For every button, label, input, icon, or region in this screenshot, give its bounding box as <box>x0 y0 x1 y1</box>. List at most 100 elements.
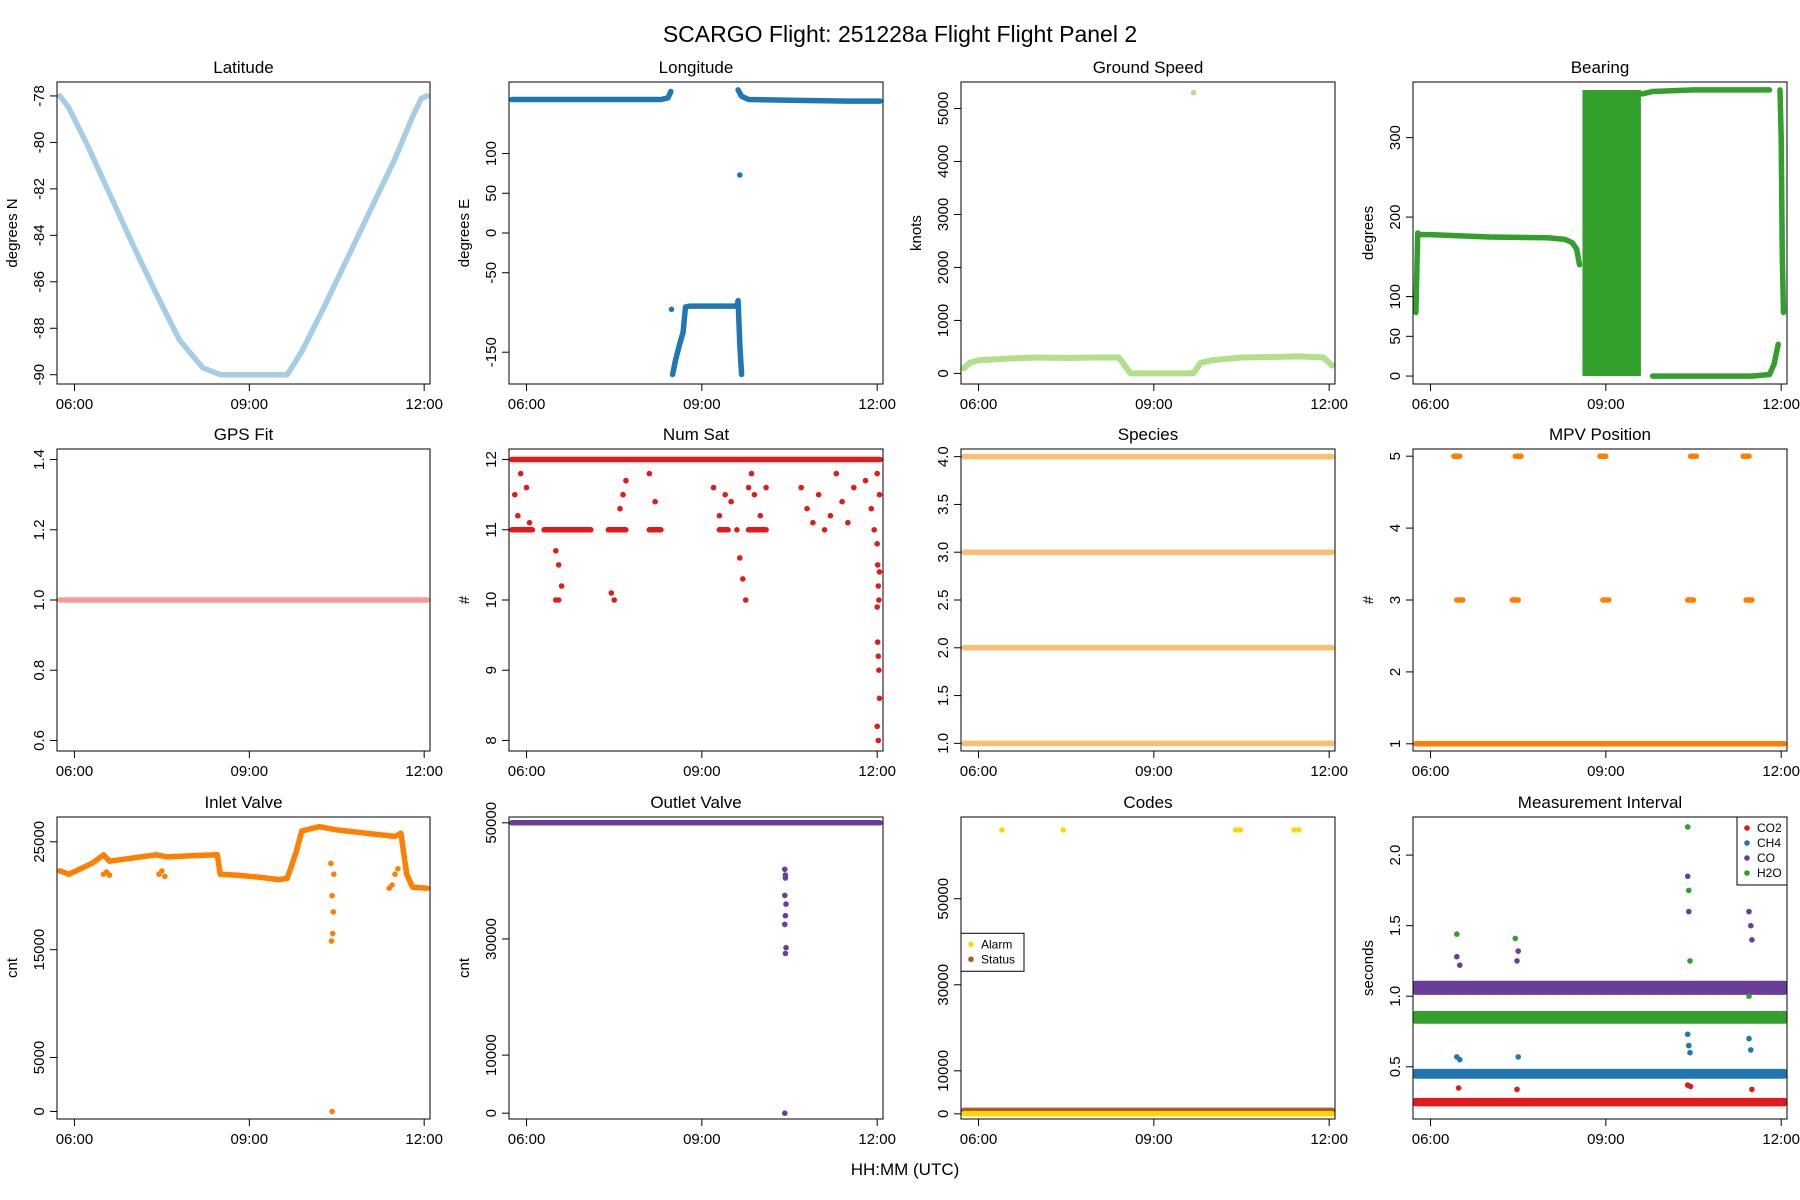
bearing-ylabel: degrees <box>1360 206 1377 260</box>
num_sat-series-scatter-point-53 <box>874 723 880 730</box>
outlet_valve-series-dips-point-3 <box>783 901 789 907</box>
mpv_position-ytick-label-3: 4 <box>1387 524 1404 532</box>
longitude-series-east2 <box>735 87 883 104</box>
inlet_valve-series-dips-point-4 <box>159 868 165 874</box>
inlet_valve-series-dips-point-15 <box>392 871 398 877</box>
num_sat-series-scatter-point-47 <box>876 569 883 575</box>
measurement_interval-series-co-spikes-point-3 <box>1514 958 1520 964</box>
codes-legend-marker-0 <box>968 941 974 948</box>
latitude-data <box>57 93 430 378</box>
outlet_valve-data <box>509 820 883 1116</box>
codes-xtick-label-1: 09:00 <box>1135 1131 1173 1148</box>
num_sat-series-scatter-point-0 <box>512 491 518 498</box>
panel-gps_fit: GPS Fit 06:00 09:00 12:00 0.6 0.8 1.0 1.2 1.4 <box>31 425 443 780</box>
mpv_position-data <box>1413 453 1787 747</box>
num_sat-series-scatter-point-22 <box>737 555 743 561</box>
codes-ytick-label-2: 30000 <box>935 964 952 1006</box>
num_sat-series-scatter-point-46 <box>876 597 882 603</box>
latitude-ytick-label-4: -82 <box>31 178 48 200</box>
measurement_interval-series-co2-spikes-point-1 <box>1514 1086 1520 1093</box>
ground_speed-series-ground-speed <box>961 353 1335 377</box>
measurement_interval-ytick-label-3: 2.0 <box>1387 845 1404 866</box>
num_sat-series-scatter-point-5 <box>553 548 559 554</box>
x-axis-label: HH:MM (UTC) <box>851 1160 960 1179</box>
num_sat-series-scatter-point-20 <box>728 498 734 505</box>
bearing-xtick-label-0: 06:00 <box>1412 396 1450 413</box>
inlet_valve-xtick-label-1: 09:00 <box>231 1131 269 1148</box>
species-ytick-label-4: 3.0 <box>935 542 952 563</box>
ground_speed-ylabel: knots <box>908 215 925 251</box>
latitude-ytick-label-6: -78 <box>31 85 48 107</box>
measurement_interval-series-ch4-spikes-point-1 <box>1457 1056 1463 1063</box>
num_sat-series-scatter-point-4 <box>526 519 533 526</box>
longitude-ylabel: degrees E <box>456 199 473 267</box>
codes-xtick-label-0: 06:00 <box>960 1131 998 1148</box>
codes-series-alarm-pts-point-3 <box>1237 827 1244 833</box>
inlet_valve-series-dips-point-12 <box>329 1108 335 1115</box>
num_sat-ytick-label-4: 12 <box>483 451 500 468</box>
longitude-series-scatter-point-0 <box>668 306 675 313</box>
outlet_valve-ytick-label-3: 50000 <box>483 802 500 844</box>
num_sat-series-scatter-point-48 <box>874 604 880 610</box>
ground_speed-title: Ground Speed <box>1093 58 1204 77</box>
outlet_valve-ytick-label-2: 30000 <box>483 918 500 960</box>
num_sat-series-scatter-point-39 <box>851 484 857 491</box>
codes-series-alarm-pts-point-0 <box>999 827 1005 833</box>
measurement_interval-series-h2o-spikes-point-0 <box>1454 931 1460 937</box>
measurement_interval-series-ch4-spikes-point-2 <box>1515 1054 1521 1060</box>
codes-ytick-label-1: 10000 <box>935 1050 952 1092</box>
num_sat-xtick-label-1: 09:00 <box>683 763 721 780</box>
measurement_interval-series-ch4-spikes-point-5 <box>1687 1049 1693 1056</box>
panel-outlet_valve: Outlet Valve 06:00 09:00 12:00 0 10000 30000 50… <box>456 793 896 1148</box>
num_sat-series-scatter-point-23 <box>740 576 746 582</box>
num_sat-series-scatter-point-2 <box>517 470 524 477</box>
num_sat-series-scatter-point-12 <box>617 505 623 512</box>
species-ytick-label-1: 1.5 <box>935 685 952 706</box>
latitude-ytick-label-2: -86 <box>31 271 48 293</box>
ground_speed-frame <box>960 81 1336 385</box>
longitude-ytick-label-0: -150 <box>483 337 500 367</box>
num_sat-series-scatter-point-9 <box>555 597 562 603</box>
outlet_valve-title: Outlet Valve <box>650 793 741 812</box>
measurement_interval-series-co2-spikes-point-0 <box>1455 1085 1462 1091</box>
gps_fit-xtick-label-0: 06:00 <box>56 763 94 780</box>
bearing-ytick-label-3: 200 <box>1387 205 1404 230</box>
codes-series-alarm-pts-point-5 <box>1296 827 1302 833</box>
codes-legend-box <box>960 932 1025 972</box>
ground_speed-ytick-label-1: 1000 <box>935 304 952 337</box>
codes-legend-marker-1 <box>968 956 974 963</box>
num_sat-series-scatter-point-42 <box>871 527 877 533</box>
num_sat-series-scatter-point-17 <box>710 484 717 491</box>
latitude-series-latitude <box>57 93 430 378</box>
num_sat-title: Num Sat <box>663 425 729 444</box>
longitude-series-scatter-point-1 <box>737 172 743 178</box>
num_sat-series-scatter-point-40 <box>862 477 869 484</box>
mpv_position-xtick-label-0: 06:00 <box>1412 763 1450 780</box>
codes-legend-label-1: Status <box>981 952 1015 966</box>
num_sat-series-scatter-point-26 <box>748 470 755 477</box>
gps_fit-ytick-label-3: 1.2 <box>31 519 48 540</box>
mpv_position-ytick-label-0: 1 <box>1387 740 1404 748</box>
codes-legend-label-0: Alarm <box>981 937 1012 951</box>
measurement_interval-ytick-label-0: 0.5 <box>1387 1056 1404 1077</box>
measurement_interval-series-h2o-spikes-point-4 <box>1687 958 1693 964</box>
num_sat-series-scatter-point-56 <box>874 470 880 477</box>
bearing-frame <box>1412 81 1788 385</box>
gps_fit-xtick-label-2: 12:00 <box>405 763 443 780</box>
latitude-xtick-label-0: 06:00 <box>56 396 94 413</box>
inlet_valve-series-dips-point-9 <box>330 909 337 915</box>
figure-title: SCARGO Flight: 251228a Flight Flight Pan… <box>663 21 1137 47</box>
bearing-ytick-label-0: 0 <box>1387 372 1404 380</box>
latitude-ytick-label-0: -90 <box>31 364 48 386</box>
longitude-series-east <box>509 88 674 103</box>
num_sat-series-scatter-point-21 <box>734 527 740 533</box>
ground_speed-ytick-label-2: 2000 <box>935 251 952 284</box>
mpv_position-ytick-label-1: 2 <box>1387 668 1404 676</box>
inlet_valve-series-dips-point-8 <box>329 892 335 899</box>
inlet_valve-series-dips-point-6 <box>328 860 334 867</box>
num_sat-series-scatter-point-24 <box>742 597 749 603</box>
measurement_interval-series-co-spikes-point-2 <box>1515 948 1521 954</box>
inlet_valve-frame <box>56 816 431 1120</box>
